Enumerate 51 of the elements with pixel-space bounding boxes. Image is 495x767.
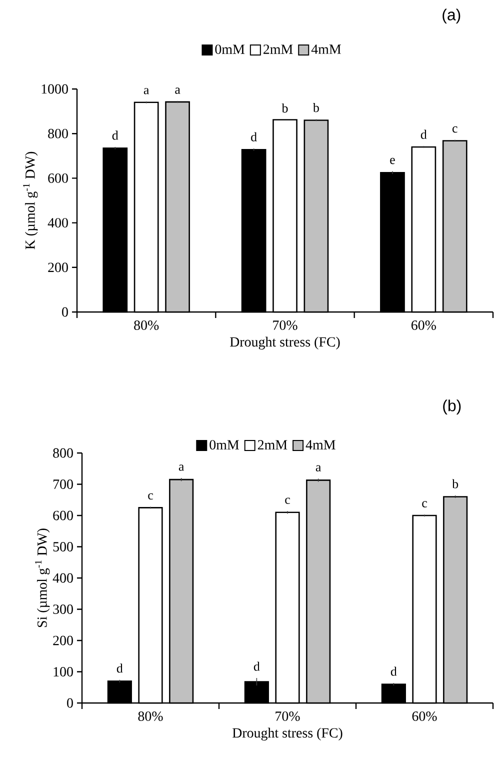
y-tick-label: 100 (54, 667, 73, 676)
data-label: c (422, 501, 427, 508)
x-tick-label: 60% (412, 712, 437, 721)
legend-label: 2mM (258, 440, 288, 450)
y-tick-label: 1000 (42, 84, 68, 94)
x-tick-label: 70% (276, 712, 300, 721)
y-tick-label: 200 (53, 636, 73, 646)
legend-label: 2mM (264, 44, 293, 54)
data-label: d (251, 132, 257, 142)
y-tick-label: 600 (53, 510, 73, 520)
y-axis-title: Si (µmol g$^{-1}$ DW) (35, 528, 50, 628)
data-label: d (112, 130, 118, 140)
y-tick-label: 0 (67, 698, 73, 708)
legend-label: 4mM (311, 44, 341, 54)
legend-label: 0mM (210, 440, 239, 450)
y-tick-label: 600 (48, 173, 68, 183)
x-tick-label: 60% (411, 320, 436, 330)
y-tick-label: 800 (53, 448, 73, 458)
y-tick-label: 400 (48, 218, 68, 228)
y-tick-label: 300 (53, 604, 73, 614)
data-label: a (175, 88, 180, 94)
data-label: c (285, 498, 290, 504)
chart-title: (a) (442, 8, 460, 24)
data-label: c (148, 493, 153, 500)
data-label: b (282, 103, 288, 113)
legend-label: 4mM (306, 440, 336, 450)
data-label: d (116, 664, 123, 673)
data-label: c (452, 126, 458, 133)
y-tick-label: 500 (53, 542, 73, 552)
data-label: d (390, 666, 397, 676)
y-axis-title: K (µmol g$^{-1}$ DW) (23, 152, 38, 250)
data-label: b (452, 479, 458, 488)
y-tick-label: 200 (48, 262, 68, 272)
data-label: a (144, 88, 150, 94)
x-tick-label: 70% (273, 320, 298, 330)
y-tick-label: 0 (62, 307, 68, 317)
x-axis-title: Drought stress (FC) (232, 728, 342, 741)
data-label: d (254, 662, 260, 671)
data-label: a (178, 464, 184, 471)
data-label: a (316, 465, 322, 472)
data-label: d (420, 130, 427, 139)
x-axis-title: Drought stress (FC) (230, 336, 340, 350)
y-tick-label: 400 (52, 573, 73, 583)
y-tick-label: 800 (48, 128, 68, 138)
x-tick-label: 80% (138, 712, 163, 721)
data-label: b (312, 103, 319, 112)
y-tick-label: 700 (53, 480, 73, 489)
legend-label: 0mM (215, 44, 245, 54)
data-label: e (390, 158, 395, 164)
chart-title: (b) (443, 400, 461, 414)
x-tick-label: 80% (134, 320, 159, 330)
